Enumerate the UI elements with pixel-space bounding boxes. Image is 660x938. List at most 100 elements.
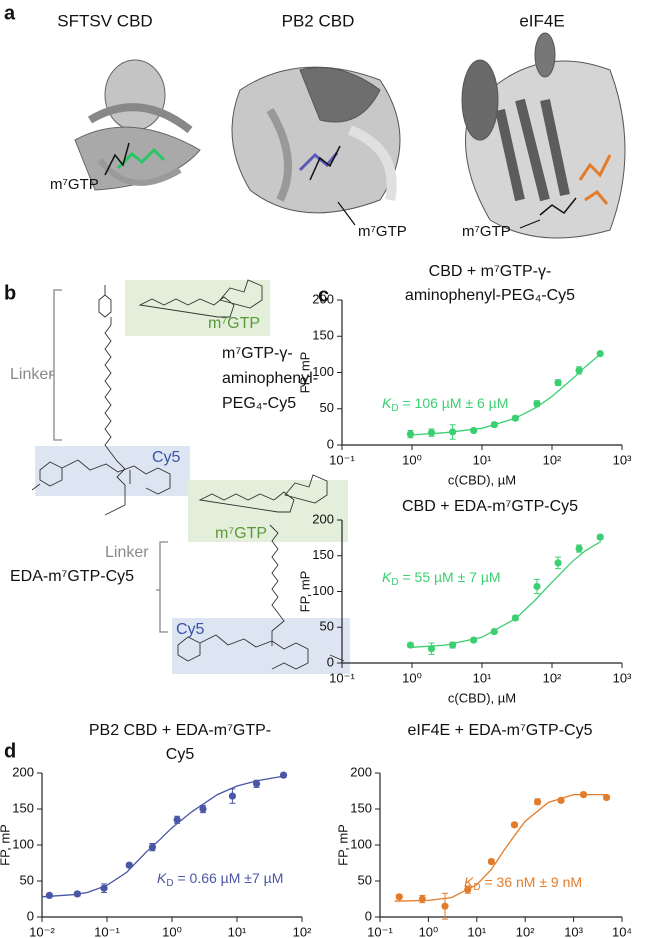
data-point <box>579 791 588 799</box>
x-tick-label: 10¹ <box>228 924 247 938</box>
x-tick-label: 10⁻¹ <box>329 670 355 685</box>
probe-name: PEG₄-Cy5 <box>222 395 296 412</box>
data-point <box>73 890 81 898</box>
linker-label: Linker <box>10 366 54 383</box>
y-tick-label: 150 <box>350 800 372 815</box>
y-tick-label: 100 <box>312 583 334 598</box>
cap-label: m⁷GTP <box>208 315 260 332</box>
y-tick-label: 100 <box>312 364 334 379</box>
x-tick-label: 10⁰ <box>402 670 422 685</box>
cap-label: m⁷GTP <box>215 525 267 542</box>
data-point <box>448 428 457 436</box>
data-point <box>533 582 541 591</box>
y-tick-label: 100 <box>350 836 372 851</box>
data-point <box>554 379 562 387</box>
y-tick-label: 0 <box>365 908 372 923</box>
protein-structure <box>461 32 626 239</box>
kd-subscript: D <box>391 403 398 414</box>
x-tick-label: 10³ <box>564 924 583 938</box>
dye-label: Cy5 <box>176 621 205 638</box>
kd-annotation: KD = 0.66 µM ±7 µM <box>157 870 283 889</box>
kd-subscript: D <box>166 878 173 889</box>
x-tick-label: 10⁻² <box>29 924 55 938</box>
kd-subscript: D <box>391 577 398 588</box>
x-tick-label: 10⁻¹ <box>329 452 355 467</box>
x-tick-label: 10³ <box>613 452 632 467</box>
x-tick-label: 10⁻¹ <box>94 924 120 938</box>
x-tick-label: 10⁰ <box>402 452 422 467</box>
data-point <box>557 796 565 804</box>
x-tick-label: 10¹ <box>473 452 492 467</box>
y-tick-label: 200 <box>12 764 34 779</box>
data-point <box>148 843 157 851</box>
chart-title: CBD + EDA-m⁷GTP-Cy5 <box>402 498 578 515</box>
kd-annotation: KD = 36 nM ± 9 nM <box>464 874 582 893</box>
data-point <box>441 902 449 910</box>
fit-curve <box>394 793 608 902</box>
protein-structure <box>231 66 401 226</box>
y-tick-label: 50 <box>320 619 334 634</box>
data-point <box>533 400 541 408</box>
data-point <box>406 430 415 438</box>
data-point <box>395 893 403 901</box>
x-tick-label: 10² <box>293 924 312 938</box>
data-point <box>575 366 583 374</box>
dye-box <box>172 618 350 674</box>
probe-name: m⁷GTP-γ- <box>222 345 293 362</box>
y-tick-label: 0 <box>27 908 34 923</box>
probe-name: aminophenyl- <box>222 370 318 387</box>
panel-label: b <box>4 282 16 304</box>
chart-title: aminophenyl-PEG₄-Cy5 <box>405 287 575 304</box>
y-tick-label: 150 <box>12 800 34 815</box>
data-point <box>252 780 261 788</box>
data-point <box>596 533 604 541</box>
y-axis-label: FP, mP <box>297 352 312 394</box>
kd-symbol: K <box>157 870 167 886</box>
y-tick-label: 200 <box>312 291 334 306</box>
y-tick-label: 50 <box>20 872 34 887</box>
chart-title: PB2 CBD + EDA-m⁷GTP- <box>89 722 271 739</box>
data-point <box>510 821 519 829</box>
data-point <box>406 641 415 649</box>
kd-annotation: KD = 55 µM ± 7 µM <box>382 569 501 588</box>
data-point <box>533 798 542 806</box>
kd-annotation: KD = 106 µM ± 6 µM <box>382 395 508 414</box>
data-point <box>279 771 288 779</box>
kd-symbol: K <box>382 569 392 585</box>
data-point <box>490 627 498 636</box>
x-tick-label: 10⁰ <box>162 924 182 938</box>
panel-label: c <box>318 284 329 306</box>
x-tick-label: 10² <box>516 924 535 938</box>
x-axis-label: c(CBD), µM <box>448 472 516 487</box>
data-point <box>470 426 478 435</box>
chemical-structure <box>31 279 345 670</box>
chart-title: CBD + m⁷GTP-γ- <box>429 263 552 280</box>
probe-name: EDA-m⁷GTP-Cy5 <box>10 568 134 585</box>
fit-curve <box>411 540 602 648</box>
protein-name: PB2 CBD <box>282 11 355 30</box>
data-point <box>511 614 519 622</box>
data-point <box>427 429 436 437</box>
panel-label: a <box>4 2 16 24</box>
data-point <box>511 414 519 422</box>
kd-value: = 55 µM ± 7 µM <box>399 569 501 585</box>
protein-name: SFTSV CBD <box>57 11 152 30</box>
chart-title: eIF4E + EDA-m⁷GTP-Cy5 <box>408 722 593 739</box>
ligand-label: m⁷GTP <box>462 223 511 240</box>
data-point <box>418 895 426 903</box>
ligand-label: m⁷GTP <box>358 223 407 240</box>
cap-box <box>125 280 270 336</box>
x-tick-label: 10¹ <box>467 924 486 938</box>
data-point <box>487 857 495 866</box>
panel-label: d <box>4 740 16 762</box>
y-tick-label: 50 <box>358 872 372 887</box>
data-point <box>464 886 472 894</box>
x-tick-label: 10³ <box>613 670 632 685</box>
data-point <box>427 645 436 653</box>
protein-name: eIF4E <box>519 11 564 30</box>
cap-box <box>188 480 348 542</box>
data-point <box>125 861 133 869</box>
y-axis-label: FP, mP <box>335 824 350 866</box>
x-tick-label: 10⁴ <box>612 924 632 938</box>
